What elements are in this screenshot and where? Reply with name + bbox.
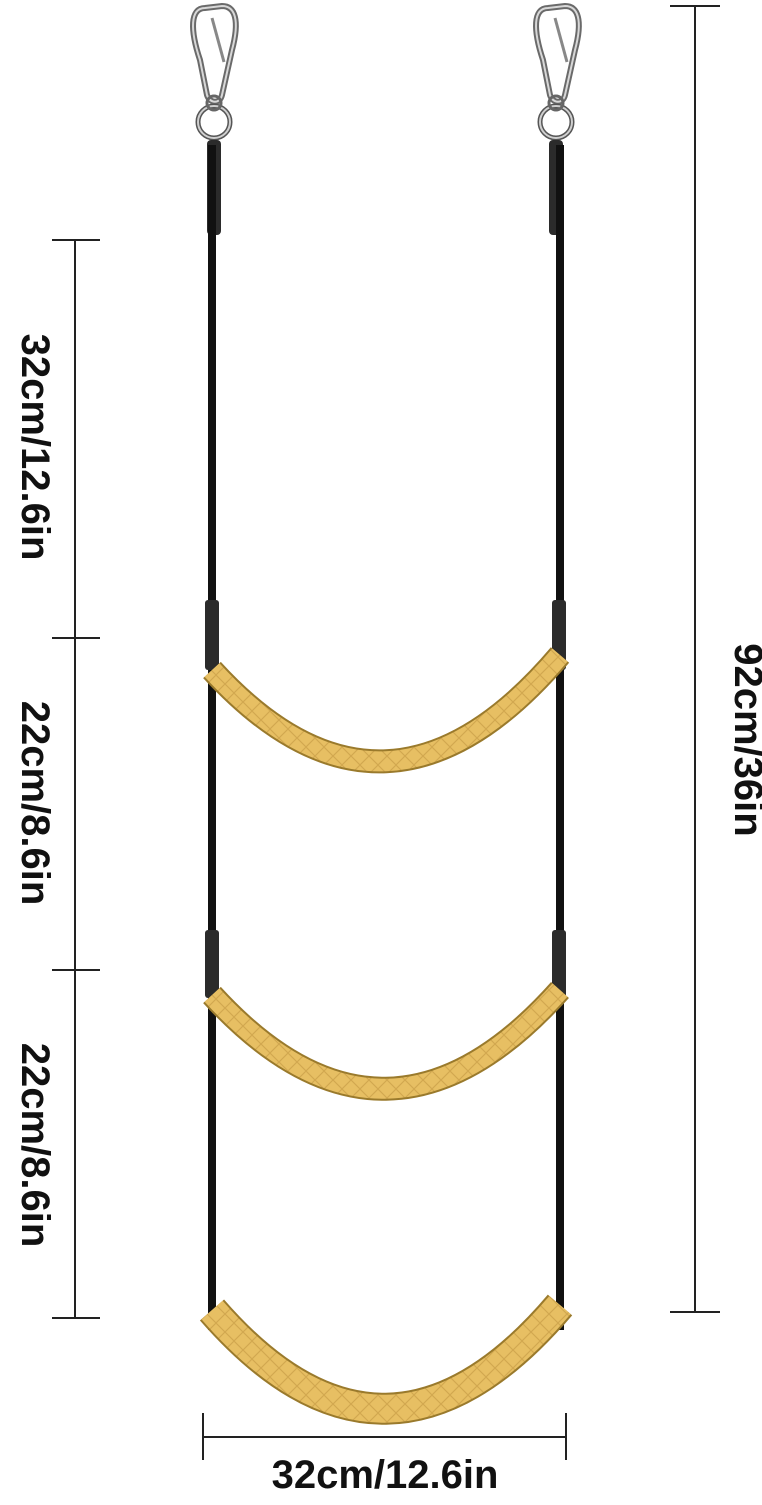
ladder-rung bbox=[199, 1294, 573, 1425]
total-height-label: 92cm/36in bbox=[726, 643, 762, 836]
ladder-rung bbox=[203, 600, 570, 774]
carabiner-icon bbox=[190, 2, 239, 141]
bottom-dimension-line bbox=[202, 1413, 567, 1460]
width-label: 32cm/12.6in bbox=[272, 1453, 499, 1497]
ladder-rung bbox=[203, 930, 569, 1101]
segment-top-label: 32cm/12.6in bbox=[13, 334, 57, 561]
right-dimension-line bbox=[670, 5, 720, 1313]
segment-middle-label: 22cm/8.6in bbox=[13, 701, 57, 906]
segment-bottom-label: 22cm/8.6in bbox=[13, 1043, 57, 1248]
left-dimension-line bbox=[52, 239, 100, 1319]
carabiner-icon bbox=[533, 2, 582, 141]
